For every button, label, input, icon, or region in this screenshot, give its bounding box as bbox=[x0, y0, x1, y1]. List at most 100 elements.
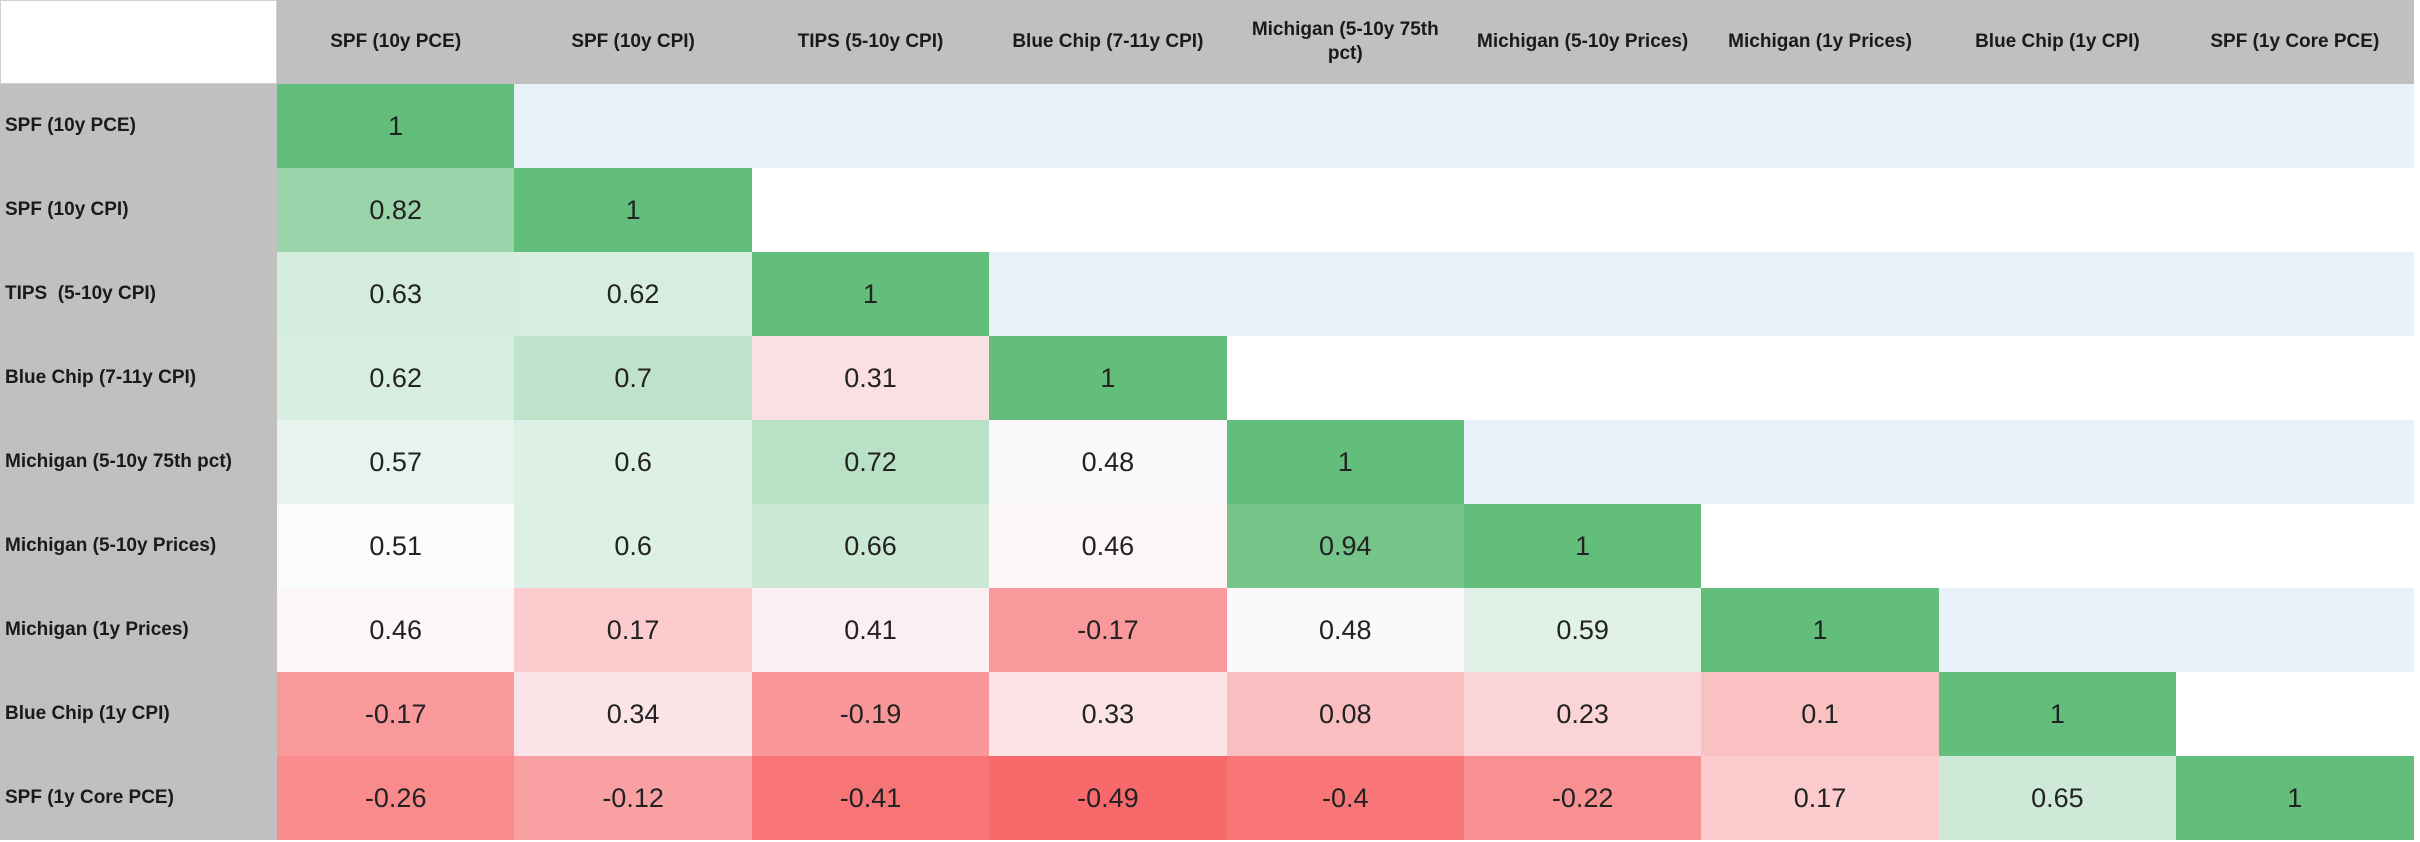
row-header: Blue Chip (1y CPI) bbox=[0, 672, 277, 756]
empty-cell bbox=[1463, 336, 1702, 420]
row-header: Michigan (5-10y Prices) bbox=[0, 504, 277, 588]
empty-cell bbox=[1463, 84, 1702, 168]
heatmap-cell: 0.41 bbox=[751, 588, 990, 672]
empty-cell bbox=[1701, 168, 1939, 252]
empty-cell bbox=[1938, 504, 2177, 588]
empty-cell bbox=[2176, 336, 2414, 420]
empty-cell bbox=[1938, 252, 2177, 336]
heatmap-cell: 1 bbox=[1938, 672, 2177, 756]
heatmap-cell: 0.1 bbox=[1701, 672, 1939, 756]
heatmap-cell: 1 bbox=[2176, 756, 2414, 840]
heatmap-cell: 0.23 bbox=[1463, 672, 1702, 756]
heatmap-cell: 0.62 bbox=[514, 252, 752, 336]
empty-cell bbox=[1463, 252, 1702, 336]
row-header: Blue Chip (7-11y CPI) bbox=[0, 336, 277, 420]
column-header: TIPS (5-10y CPI) bbox=[751, 0, 990, 84]
heatmap-cell: 0.66 bbox=[751, 504, 990, 588]
heatmap-cell: 0.48 bbox=[989, 420, 1227, 504]
empty-cell bbox=[1938, 84, 2177, 168]
row-header: SPF (10y CPI) bbox=[0, 168, 277, 252]
heatmap-cell: 0.82 bbox=[277, 168, 515, 252]
empty-cell bbox=[2176, 504, 2414, 588]
heatmap-cell: 0.17 bbox=[1701, 756, 1939, 840]
heatmap-cell: 1 bbox=[751, 252, 990, 336]
empty-cell bbox=[1938, 588, 2177, 672]
heatmap-cell: 0.51 bbox=[277, 504, 515, 588]
heatmap-cell: 0.48 bbox=[1226, 588, 1464, 672]
empty-cell bbox=[989, 84, 1227, 168]
column-header: SPF (10y PCE) bbox=[277, 0, 515, 84]
heatmap-cell: 0.08 bbox=[1226, 672, 1464, 756]
heatmap-cell: 0.17 bbox=[514, 588, 752, 672]
heatmap-cell: 0.63 bbox=[277, 252, 515, 336]
heatmap-cell: -0.22 bbox=[1463, 756, 1702, 840]
column-header: Blue Chip (7-11y CPI) bbox=[989, 0, 1227, 84]
heatmap-cell: -0.17 bbox=[277, 672, 515, 756]
empty-cell bbox=[1701, 420, 1939, 504]
column-header: SPF (1y Core PCE) bbox=[2176, 0, 2414, 84]
heatmap-cell: 0.57 bbox=[277, 420, 515, 504]
empty-cell bbox=[1226, 84, 1464, 168]
empty-cell bbox=[1938, 420, 2177, 504]
empty-cell bbox=[1226, 336, 1464, 420]
row-header: Michigan (1y Prices) bbox=[0, 588, 277, 672]
heatmap-cell: 0.94 bbox=[1226, 504, 1464, 588]
empty-cell bbox=[989, 252, 1227, 336]
column-header: SPF (10y CPI) bbox=[514, 0, 752, 84]
empty-cell bbox=[1701, 336, 1939, 420]
corner-cell bbox=[0, 0, 277, 84]
heatmap-cell: 0.6 bbox=[514, 504, 752, 588]
empty-cell bbox=[1226, 252, 1464, 336]
column-header: Michigan (5-10y 75th pct) bbox=[1226, 0, 1464, 84]
empty-cell bbox=[989, 168, 1227, 252]
heatmap-cell: -0.41 bbox=[751, 756, 990, 840]
row-header: TIPS (5-10y CPI) bbox=[0, 252, 277, 336]
heatmap-cell: 1 bbox=[1463, 504, 1702, 588]
empty-cell bbox=[2176, 168, 2414, 252]
empty-cell bbox=[1463, 420, 1702, 504]
empty-cell bbox=[2176, 252, 2414, 336]
empty-cell bbox=[751, 168, 990, 252]
column-header: Blue Chip (1y CPI) bbox=[1938, 0, 2177, 84]
heatmap-cell: -0.26 bbox=[277, 756, 515, 840]
empty-cell bbox=[514, 84, 752, 168]
heatmap-cell: 0.72 bbox=[751, 420, 990, 504]
empty-cell bbox=[1701, 504, 1939, 588]
heatmap-cell: -0.49 bbox=[989, 756, 1227, 840]
heatmap-cell: 1 bbox=[1226, 420, 1464, 504]
heatmap-cell: -0.4 bbox=[1226, 756, 1464, 840]
row-header: SPF (1y Core PCE) bbox=[0, 756, 277, 840]
heatmap-cell: 0.7 bbox=[514, 336, 752, 420]
heatmap-cell: 0.6 bbox=[514, 420, 752, 504]
row-header: Michigan (5-10y 75th pct) bbox=[0, 420, 277, 504]
empty-cell bbox=[1701, 84, 1939, 168]
empty-cell bbox=[2176, 84, 2414, 168]
empty-cell bbox=[1463, 168, 1702, 252]
empty-cell bbox=[2176, 672, 2414, 756]
heatmap-cell: 0.33 bbox=[989, 672, 1227, 756]
heatmap-cell: 1 bbox=[989, 336, 1227, 420]
heatmap-cell: 1 bbox=[514, 168, 752, 252]
heatmap-cell: 0.34 bbox=[514, 672, 752, 756]
heatmap-cell: 0.65 bbox=[1938, 756, 2177, 840]
empty-cell bbox=[1701, 252, 1939, 336]
heatmap-cell: 0.59 bbox=[1463, 588, 1702, 672]
empty-cell bbox=[1938, 168, 2177, 252]
empty-cell bbox=[2176, 588, 2414, 672]
column-header: Michigan (1y Prices) bbox=[1701, 0, 1939, 84]
empty-cell bbox=[751, 84, 990, 168]
heatmap-cell: 1 bbox=[1701, 588, 1939, 672]
heatmap-cell: 0.62 bbox=[277, 336, 515, 420]
row-header: SPF (10y PCE) bbox=[0, 84, 277, 168]
empty-cell bbox=[2176, 420, 2414, 504]
heatmap-cell: -0.12 bbox=[514, 756, 752, 840]
empty-cell bbox=[1226, 168, 1464, 252]
heatmap-cell: -0.17 bbox=[989, 588, 1227, 672]
column-header: Michigan (5-10y Prices) bbox=[1463, 0, 1702, 84]
heatmap-cell: 1 bbox=[277, 84, 515, 168]
heatmap-cell: 0.31 bbox=[751, 336, 990, 420]
heatmap-cell: -0.19 bbox=[751, 672, 990, 756]
empty-cell bbox=[1938, 336, 2177, 420]
heatmap-cell: 0.46 bbox=[277, 588, 515, 672]
